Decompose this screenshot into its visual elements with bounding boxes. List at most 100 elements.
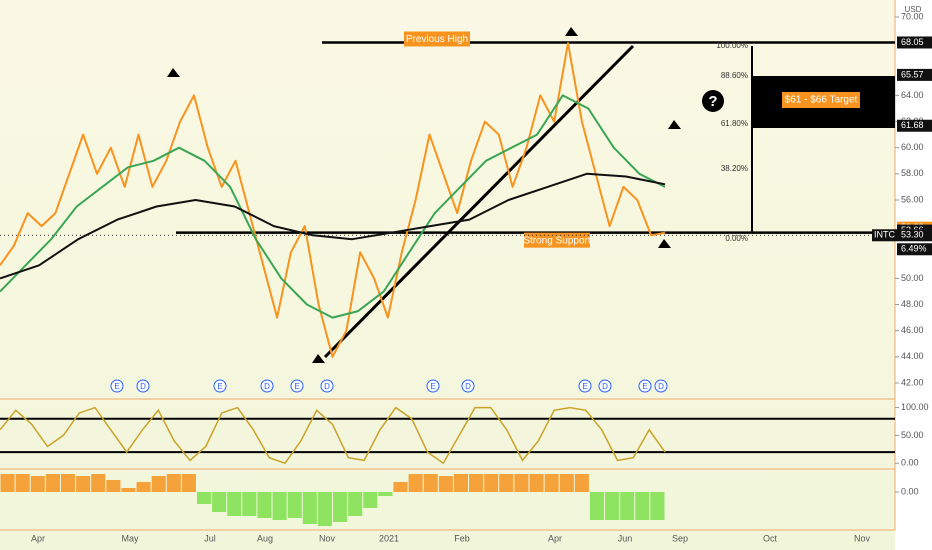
marker — [312, 354, 325, 363]
x-tick-label: Nov — [854, 533, 871, 543]
y-tick-label: 58.00 — [901, 168, 924, 178]
price-label-bg — [897, 68, 932, 81]
change: 6.49% — [901, 244, 927, 254]
price-label-bg — [897, 119, 932, 132]
y-tick-label: 0.00 — [901, 458, 919, 468]
fib-label: 0.00% — [725, 234, 748, 243]
histogram-bar — [121, 488, 136, 492]
level-label: Previous High — [406, 34, 468, 45]
histogram-bar — [650, 492, 665, 520]
histogram-bar — [469, 474, 484, 492]
event-label: E — [114, 382, 119, 391]
y-tick-label: 50.00 — [901, 430, 924, 440]
histogram-bar — [272, 492, 287, 520]
x-tick-label: Jun — [618, 533, 633, 543]
y-tick-label: 100.00 — [901, 402, 929, 412]
histogram-bar — [136, 482, 151, 492]
histogram-bar — [363, 492, 378, 508]
moving-average — [0, 172, 666, 280]
y-tick-label: 42.00 — [901, 377, 924, 387]
fib-label: 38.20% — [721, 164, 748, 173]
event-icon — [578, 379, 592, 393]
event-icon — [426, 379, 440, 393]
y-tick-label: 0.00 — [901, 486, 919, 496]
level-label-bg — [404, 31, 470, 47]
x-tick-label: 2021 — [379, 533, 399, 543]
y-tick-label: 46.00 — [901, 325, 924, 335]
marker — [565, 27, 578, 36]
event-label: D — [140, 382, 146, 391]
event-label: E — [294, 382, 299, 391]
y-tick-label: 50.00 — [901, 273, 924, 283]
x-tick-label: Sep — [672, 533, 688, 543]
histogram-bar — [574, 474, 589, 492]
histogram-bar — [0, 474, 15, 492]
histogram-bar — [529, 474, 544, 492]
symbol: INTC — [874, 230, 895, 240]
event-icon — [320, 379, 334, 393]
histogram-bar — [620, 492, 635, 520]
target-label-bg — [782, 92, 860, 108]
x-tick-label: Nov — [319, 533, 336, 543]
event-icon — [213, 379, 227, 393]
histogram-bar — [76, 476, 91, 492]
trend-line — [323, 44, 635, 359]
level-label-bg — [524, 232, 590, 248]
histogram-bar — [91, 474, 106, 492]
histogram-bar — [635, 492, 650, 520]
event-label: D — [264, 382, 270, 391]
histogram-bar — [605, 492, 620, 520]
histogram-bar — [15, 474, 30, 492]
x-tick-label: Apr — [31, 533, 45, 543]
x-tick-label: Jul — [204, 533, 216, 543]
histogram-bar — [212, 492, 227, 512]
background — [0, 0, 895, 550]
price-label: 68.05 — [901, 37, 924, 47]
histogram-bar — [453, 474, 469, 492]
y-tick-label: 64.00 — [901, 90, 924, 100]
event-icon — [638, 379, 652, 393]
histogram-bar — [559, 474, 574, 492]
histogram-bar — [317, 492, 332, 526]
question-icon — [702, 90, 724, 112]
histogram-bar — [60, 474, 76, 492]
y-tick-label: 44.00 — [901, 351, 924, 361]
oscillator-line — [0, 406, 666, 465]
histogram-bar — [589, 492, 605, 520]
y-tick-label: 60.00 — [901, 142, 924, 152]
event-icon — [598, 379, 612, 393]
target-label: $61 - $66 Target — [785, 95, 858, 106]
histogram-bar — [333, 492, 348, 522]
y-tick-label: 56.00 — [901, 194, 924, 204]
histogram-bar — [45, 474, 60, 492]
histogram-bar — [408, 474, 423, 492]
currency: USD — [905, 5, 922, 14]
event-icon — [260, 379, 274, 393]
last-price: 53.30 — [901, 230, 924, 240]
histogram-bar — [484, 474, 499, 492]
symbol-bg — [872, 229, 932, 242]
y-tick-label: 70.00 — [901, 11, 924, 21]
price-label: 65.57 — [901, 69, 924, 79]
histogram-bar — [166, 474, 181, 492]
price-label: 61.68 — [901, 120, 924, 130]
histogram-bar — [106, 480, 121, 492]
event-label: D — [602, 382, 608, 391]
histogram-bar — [544, 474, 559, 492]
histogram-bar — [151, 476, 166, 492]
histogram-bar — [196, 492, 212, 504]
histogram-bar — [302, 492, 317, 524]
x-tick-label: Apr — [548, 533, 562, 543]
histogram-bar — [287, 492, 302, 518]
x-tick-label: Oct — [763, 533, 778, 543]
event-icon — [136, 379, 150, 393]
histogram-bar — [393, 482, 408, 492]
event-icon — [290, 379, 304, 393]
histogram-bar — [499, 474, 514, 492]
event-label: D — [658, 382, 664, 391]
x-tick-label: Feb — [454, 533, 470, 543]
y-tick-label: 48.00 — [901, 299, 924, 309]
x-tick-label: Aug — [257, 533, 273, 543]
histogram-bar — [30, 476, 45, 492]
